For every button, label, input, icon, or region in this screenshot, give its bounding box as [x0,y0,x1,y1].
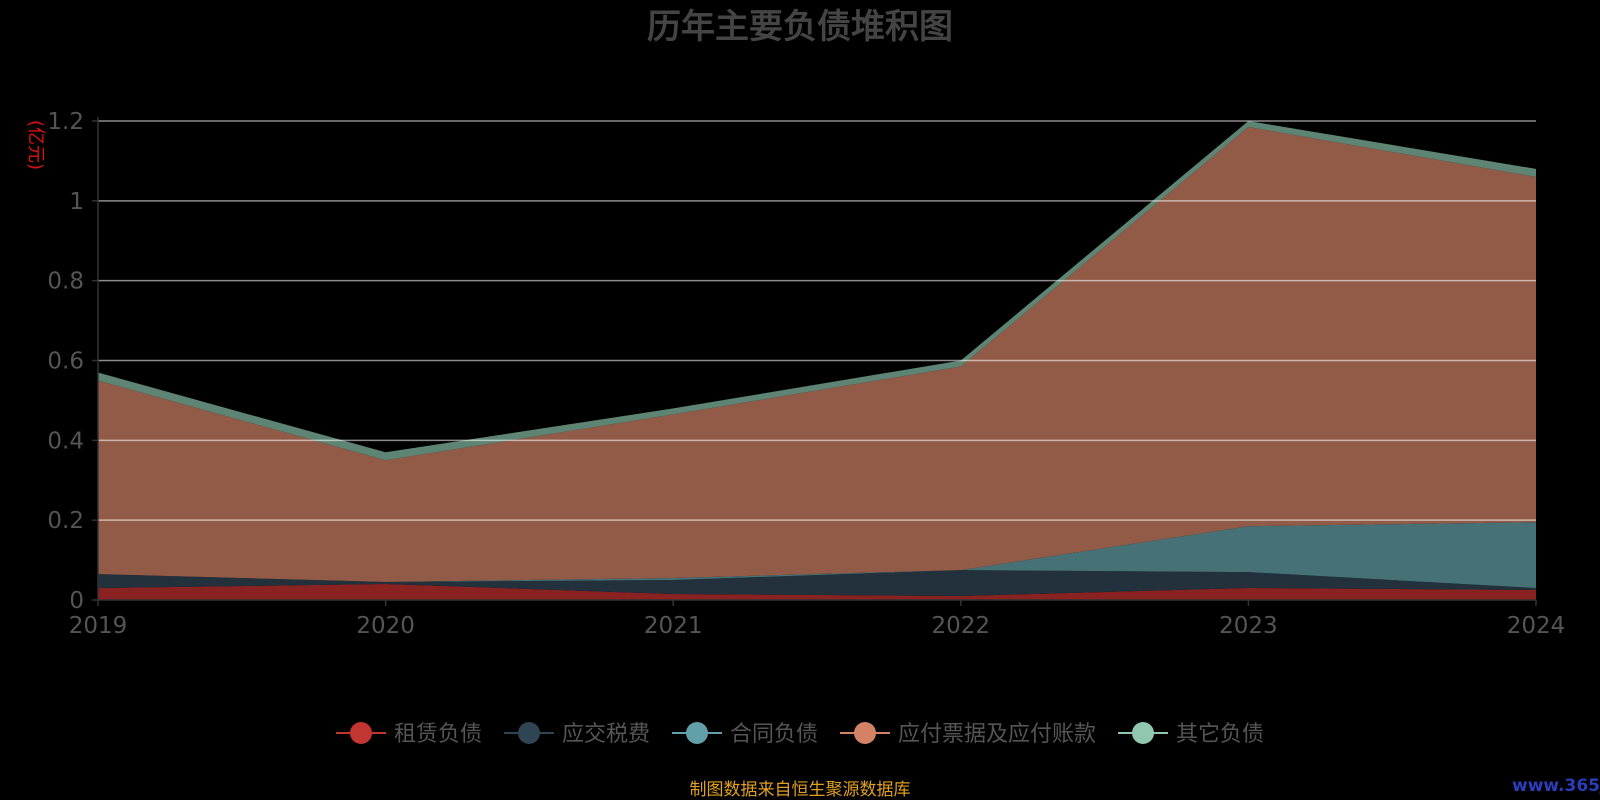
y-tick-label-4: 0.8 [47,269,84,295]
chart-title: 历年主要负债堆积图 [647,7,953,47]
legend-marker-4 [1132,722,1154,744]
x-tick-label-1: 2020 [356,613,415,639]
source-note: 制图数据来自恒生聚源数据库 [690,780,911,800]
legend-item-2[interactable]: 合同负债 [672,722,818,747]
y-axis-ticks: 0 0.2 0.4 0.6 0.8 1 1.2 [47,109,98,614]
x-tick-label-0: 2019 [69,613,128,639]
x-tick-label-2: 2021 [644,613,703,639]
legend-label-2: 合同负债 [730,722,818,747]
legend-marker-3 [854,722,876,744]
y-tick-label-1: 0.2 [47,508,84,534]
legend-item-0[interactable]: 租赁负债 [336,722,482,747]
y-tick-label-3: 0.6 [47,349,84,375]
legend-marker-1 [518,722,540,744]
x-tick-label-4: 2023 [1219,613,1278,639]
y-tick-label-2: 0.4 [47,428,84,454]
legend-marker-2 [686,722,708,744]
grid-lines [98,120,1536,521]
legend-item-1[interactable]: 应交税费 [504,722,650,747]
y-tick-label-5: 1 [69,189,84,215]
legend-label-1: 应交税费 [562,722,650,747]
watermark: www.365jz.com [1512,776,1600,796]
legend-label-4: 其它负债 [1176,722,1264,747]
y-tick-label-0: 0 [69,588,84,614]
area-series-0 [98,584,1536,600]
legend-marker-0 [350,722,372,744]
legend-label-0: 租赁负债 [394,722,482,747]
area-series-3 [98,127,1536,582]
y-axis-label: (亿元) [25,120,46,170]
area-series-2 [98,522,1536,588]
x-axis-ticks: 2019 2020 2021 2022 2023 2024 [69,600,1566,639]
legend: 租赁负债 应交税费 合同负债 应付票据及应付账款 其它负债 [336,722,1264,747]
area-series-1 [98,570,1536,596]
axes [97,117,1536,601]
legend-item-3[interactable]: 应付票据及应付账款 [840,722,1096,747]
stacked-areas [98,121,1536,600]
legend-item-4[interactable]: 其它负债 [1118,722,1264,747]
x-tick-label-3: 2022 [932,613,991,639]
legend-label-3: 应付票据及应付账款 [898,722,1096,747]
y-tick-label-6: 1.2 [47,109,84,135]
x-tick-label-5: 2024 [1507,613,1566,639]
